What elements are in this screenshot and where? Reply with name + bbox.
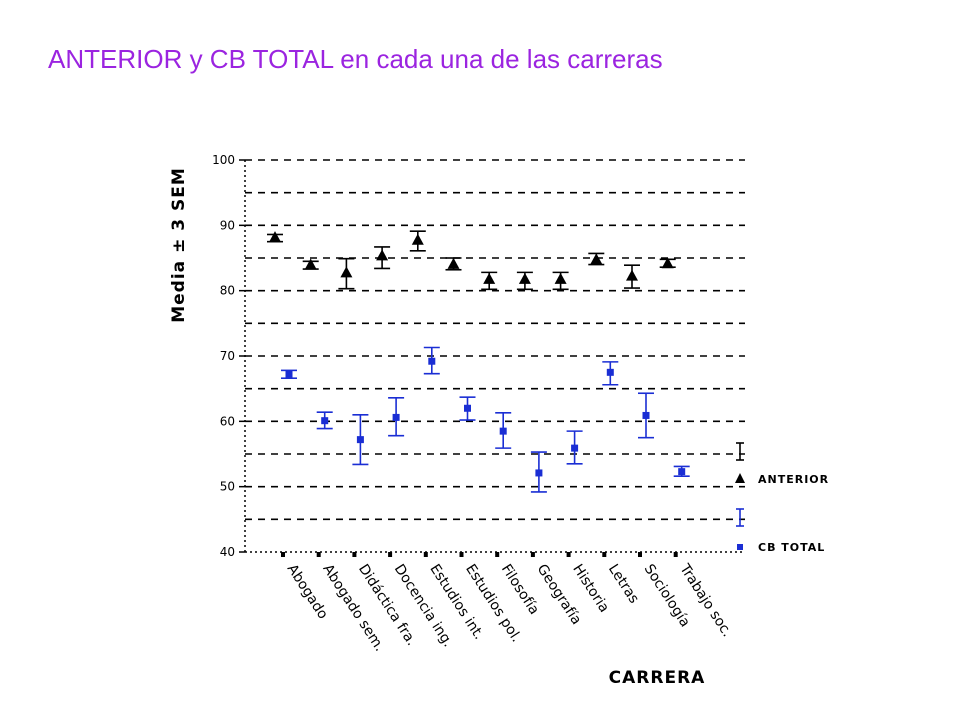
data-point <box>626 269 638 281</box>
data-point <box>642 411 650 419</box>
y-tick-label: 60 <box>220 414 235 428</box>
data-point <box>499 427 507 435</box>
x-tick <box>495 552 500 557</box>
data-series <box>267 230 690 493</box>
data-point <box>411 233 424 245</box>
x-tick <box>423 552 428 557</box>
x-tick <box>281 552 285 557</box>
data-point <box>518 272 531 284</box>
data-point <box>535 469 543 477</box>
data-point <box>464 404 471 412</box>
y-tick-label: 100 <box>212 153 235 167</box>
data-point <box>428 357 436 365</box>
data-point <box>590 253 603 265</box>
x-tick <box>566 552 571 557</box>
y-tick-label: 50 <box>220 480 235 494</box>
data-point <box>356 436 364 444</box>
legend-label: ANTERIOR <box>758 473 829 486</box>
data-point <box>304 258 317 270</box>
data-point <box>661 257 674 269</box>
data-point <box>606 368 614 376</box>
data-point <box>376 249 389 261</box>
legend-item-cb-total: CB TOTAL <box>736 508 825 554</box>
y-tick-label: 80 <box>220 284 235 298</box>
legend-marker <box>737 544 743 550</box>
y-axis-title: Media ± 3 SEM <box>169 167 189 323</box>
x-tick <box>638 552 642 557</box>
x-tick <box>673 552 678 557</box>
data-point <box>321 417 329 425</box>
legend-item-anterior: ANTERIOR <box>735 442 829 486</box>
data-point <box>269 231 281 243</box>
data-point <box>447 257 460 269</box>
x-tick <box>530 552 535 557</box>
y-tick-label: 40 <box>220 545 235 559</box>
x-tick <box>459 552 464 557</box>
x-tick <box>352 552 357 557</box>
data-point <box>285 370 293 378</box>
data-point <box>340 266 353 278</box>
data-point <box>678 468 686 476</box>
page-title: ANTERIOR y CB TOTAL en cada una de las c… <box>48 44 663 74</box>
x-tick <box>388 552 393 557</box>
data-point <box>392 413 400 421</box>
series-anterior <box>267 230 676 291</box>
legend-label: CB TOTAL <box>758 541 825 554</box>
legend-marker <box>735 473 745 483</box>
legend: ANTERIOR CB TOTAL <box>735 442 829 554</box>
x-tick-label: Trabajo soc. <box>676 561 735 640</box>
grid-lines <box>245 159 745 521</box>
x-tick <box>602 552 607 557</box>
data-point <box>554 272 567 284</box>
data-point <box>483 272 496 284</box>
data-point <box>571 444 579 452</box>
x-tick <box>316 552 321 557</box>
x-axis-title: CARRERA <box>609 668 706 688</box>
series-cb-total <box>281 346 690 493</box>
y-tick-label: 70 <box>220 349 235 363</box>
y-tick-label: 90 <box>220 218 235 232</box>
x-tick-label: Letras <box>605 561 642 606</box>
